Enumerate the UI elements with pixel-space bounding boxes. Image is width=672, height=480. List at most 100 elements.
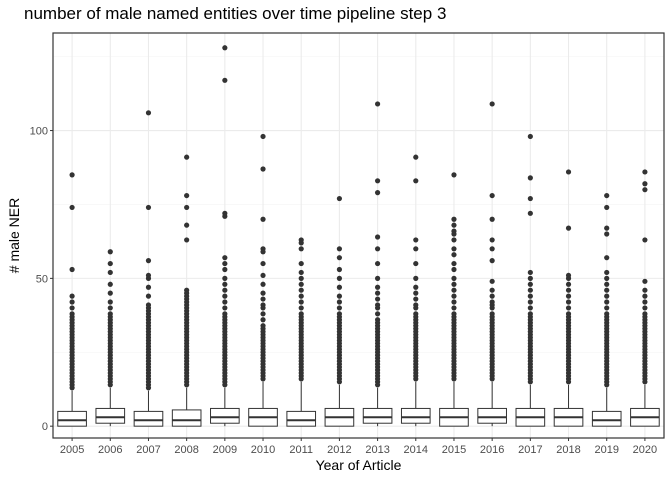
outlier-point: [527, 210, 533, 216]
outlier-point: [642, 278, 648, 284]
outlier-point: [222, 45, 228, 51]
outlier-point: [69, 293, 75, 299]
outlier-point: [604, 305, 610, 311]
x-tick-label: 2020: [633, 444, 657, 456]
outlier-point: [413, 260, 419, 267]
outlier-point: [642, 237, 648, 243]
x-tick-label: 2013: [365, 444, 389, 456]
outlier-point: [604, 192, 610, 199]
outlier-point: [527, 175, 533, 181]
y-axis-title: # male NER: [6, 198, 22, 273]
outlier-point: [527, 299, 533, 305]
outlier-point: [604, 255, 610, 261]
outlier-point: [374, 296, 381, 302]
outlier-point: [489, 305, 495, 311]
outlier-point: [451, 231, 457, 237]
outlier-point: [298, 299, 304, 305]
box-group-2006: [95, 249, 126, 427]
outlier-point: [413, 237, 419, 243]
outlier-point: [69, 266, 75, 273]
outlier-point: [489, 287, 495, 293]
x-axis-title: Year of Article: [316, 457, 402, 473]
outlier-point: [222, 299, 228, 305]
outlier-point: [107, 299, 113, 305]
outlier-point: [145, 275, 152, 281]
outlier-point: [565, 305, 572, 311]
outlier-point: [336, 299, 343, 305]
x-tick-label: 2011: [289, 444, 313, 456]
outlier-point: [604, 281, 610, 287]
x-tick-label: 2019: [594, 444, 618, 456]
x-tick-label: 2005: [60, 444, 84, 456]
outlier-point: [527, 195, 533, 202]
outlier-point: [489, 246, 495, 252]
box-group-2009: [210, 45, 240, 427]
outlier-point: [374, 260, 381, 267]
outlier-point: [336, 275, 343, 281]
y-tick-label: 50: [36, 273, 48, 285]
box-group-2013: [362, 101, 393, 427]
box-iqr: [286, 410, 317, 427]
x-tick-label: 2014: [404, 444, 428, 456]
outlier-point: [374, 190, 381, 196]
outlier-point: [336, 284, 343, 290]
outlier-point: [336, 266, 343, 273]
outlier-point: [69, 172, 75, 178]
outlier-point: [604, 287, 610, 293]
outlier-point: [451, 172, 457, 178]
outlier-point: [222, 305, 228, 311]
box-group-2017: [515, 133, 546, 427]
x-axis: 2005 2006 2007 2008 2009 2010 2011 2012 2013 2014…: [60, 438, 657, 456]
outlier-point: [298, 240, 304, 246]
outlier-point: [260, 260, 266, 267]
outlier-point: [413, 284, 419, 290]
outlier-point: [260, 216, 266, 222]
outlier-point: [374, 382, 381, 388]
y-tick-label: 0: [42, 421, 48, 433]
outlier-point: [298, 269, 304, 276]
boxes-layer: [57, 45, 660, 427]
outlier-point: [184, 154, 190, 160]
outlier-point: [145, 258, 152, 264]
outlier-point: [145, 110, 152, 116]
y-axis: 0 50 100: [30, 126, 53, 433]
outlier-point: [642, 299, 648, 305]
outlier-point: [222, 293, 228, 299]
x-tick-label: 2015: [442, 444, 466, 456]
outlier-point: [489, 293, 495, 299]
outlier-point: [222, 382, 228, 388]
chart-title: number of male named entities over time …: [24, 4, 447, 23]
outlier-point: [260, 166, 266, 172]
x-tick-label: 2006: [98, 444, 122, 456]
x-tick-label: 2007: [136, 444, 160, 456]
outlier-point: [336, 305, 343, 311]
outlier-point: [298, 260, 304, 267]
outlier-point: [527, 133, 533, 140]
outlier-point: [565, 275, 572, 281]
panel-border: [52, 32, 665, 439]
x-tick-label: 2008: [174, 444, 198, 456]
box-iqr: [95, 407, 126, 424]
outlier-point: [527, 379, 533, 385]
outlier-point: [374, 284, 381, 290]
outlier-point: [374, 101, 381, 107]
outlier-point: [69, 305, 75, 311]
outlier-point: [451, 216, 457, 222]
outlier-point: [451, 246, 457, 252]
outlier-point: [451, 281, 457, 287]
outlier-point: [527, 293, 533, 299]
outlier-point: [336, 293, 343, 299]
outlier-point: [451, 266, 457, 273]
outlier-point: [451, 237, 457, 243]
outlier-point: [222, 260, 228, 267]
box-group-2008: [171, 154, 202, 427]
outlier-point: [69, 299, 75, 305]
outlier-point: [489, 278, 495, 284]
box-group-2011: [286, 237, 317, 427]
outlier-point: [336, 195, 343, 202]
outlier-point: [489, 376, 495, 382]
outlier-point: [222, 281, 228, 287]
outlier-point: [298, 287, 304, 293]
outlier-point: [565, 299, 572, 305]
